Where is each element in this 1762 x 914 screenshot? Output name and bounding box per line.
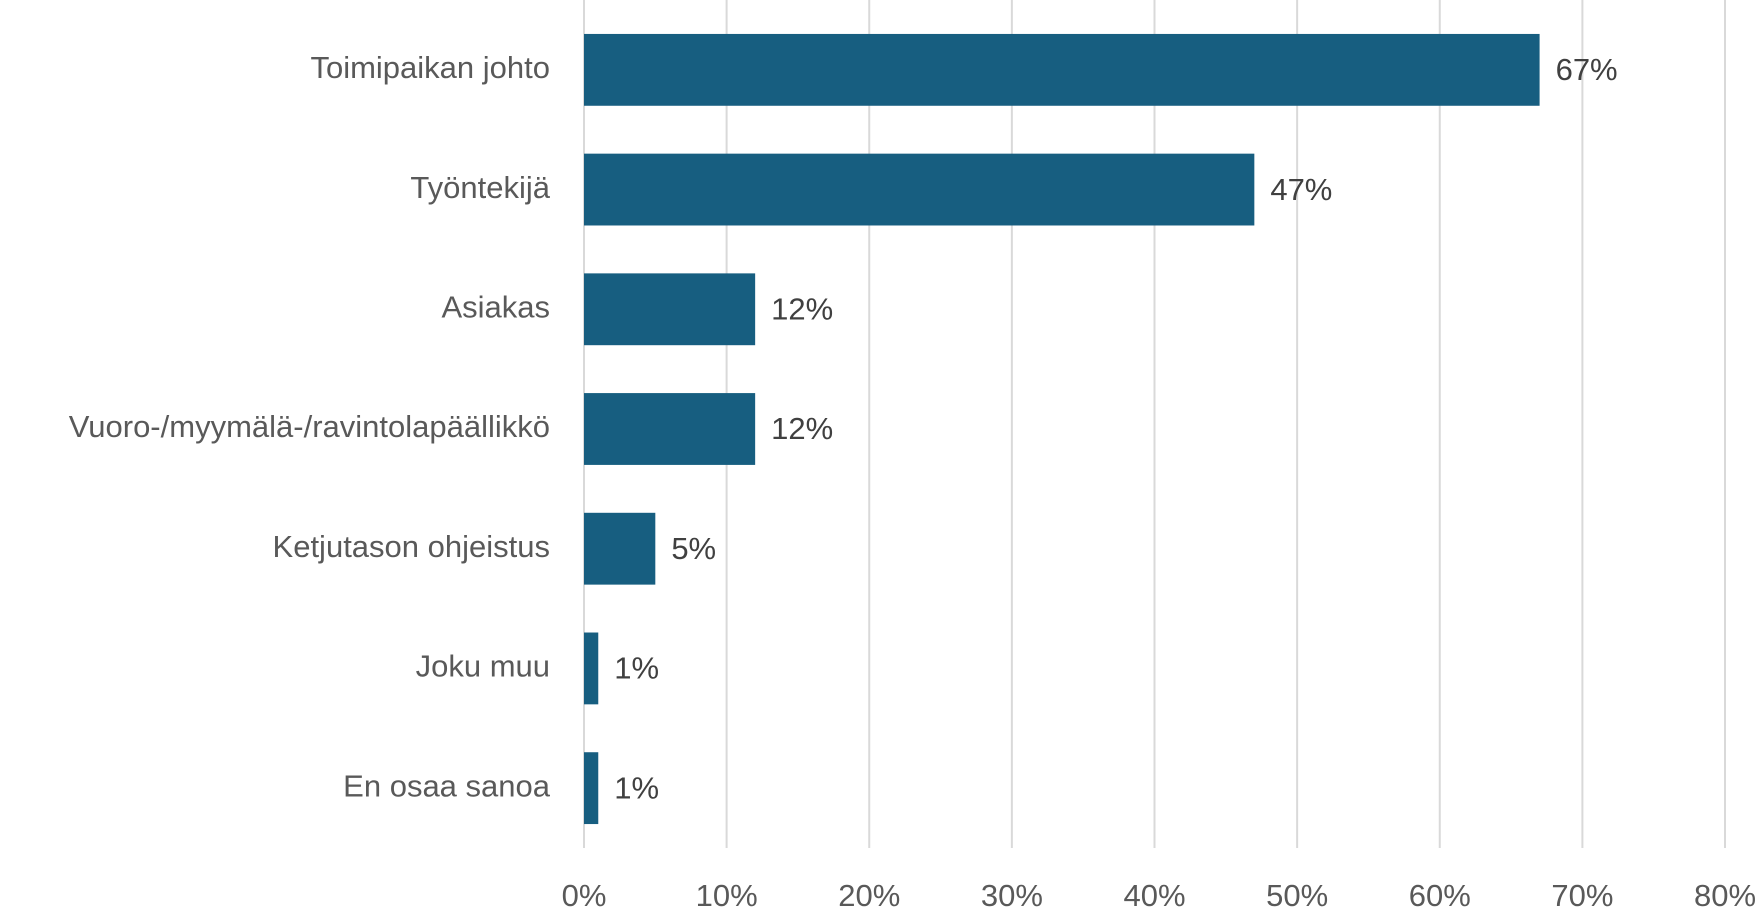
data-label: 1% bbox=[614, 651, 659, 686]
bar bbox=[584, 512, 656, 585]
data-label: 12% bbox=[771, 411, 833, 446]
x-tick-label: 80% bbox=[1694, 878, 1756, 913]
bar bbox=[584, 273, 756, 346]
bar bbox=[584, 33, 1540, 106]
data-label: 67% bbox=[1556, 52, 1618, 87]
y-tick-label: Ketjutason ohjeistus bbox=[273, 529, 550, 564]
bar bbox=[584, 632, 599, 705]
data-label: 5% bbox=[671, 531, 716, 566]
data-label: 1% bbox=[614, 770, 659, 805]
y-tick-label: Joku muu bbox=[416, 649, 550, 684]
x-tick-label: 40% bbox=[1123, 878, 1185, 913]
bar bbox=[584, 752, 599, 825]
data-label: 12% bbox=[771, 291, 833, 326]
y-tick-label: Vuoro-/myymälä-/ravintolapäällikkö bbox=[69, 409, 550, 444]
x-tick-label: 30% bbox=[981, 878, 1043, 913]
data-label: 47% bbox=[1270, 172, 1332, 207]
x-tick-label: 10% bbox=[696, 878, 758, 913]
y-tick-label: Työntekijä bbox=[410, 170, 550, 205]
y-tick-label: Toimipaikan johto bbox=[310, 50, 550, 85]
x-tick-label: 50% bbox=[1266, 878, 1328, 913]
x-tick-label: 70% bbox=[1551, 878, 1613, 913]
bar bbox=[584, 153, 1255, 226]
y-tick-label: En osaa sanoa bbox=[343, 768, 551, 803]
x-tick-label: 60% bbox=[1409, 878, 1471, 913]
x-tick-label: 20% bbox=[838, 878, 900, 913]
x-tick-label: 0% bbox=[562, 878, 607, 913]
y-tick-label: Asiakas bbox=[441, 289, 550, 324]
bar bbox=[584, 393, 756, 465]
